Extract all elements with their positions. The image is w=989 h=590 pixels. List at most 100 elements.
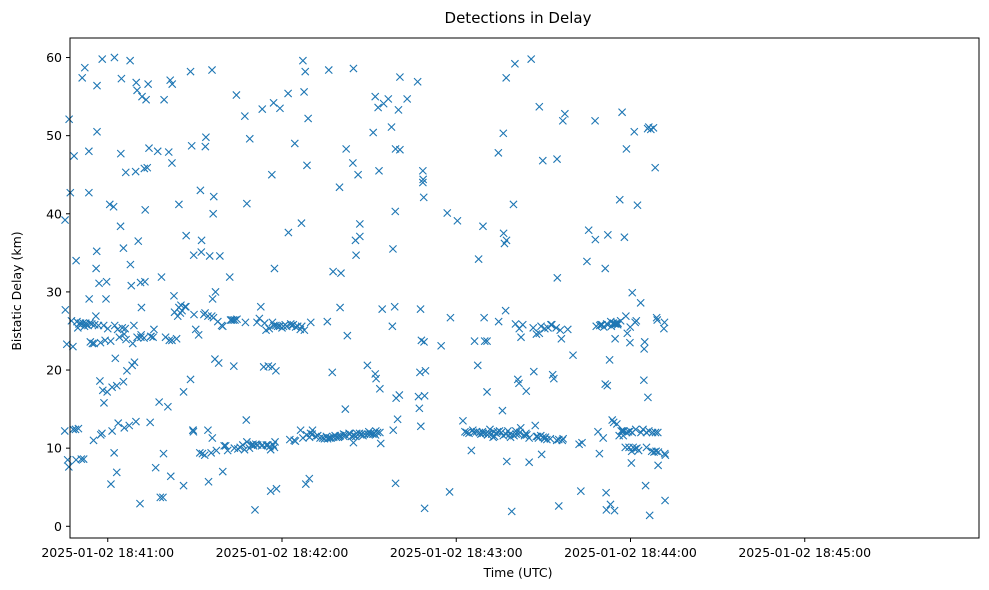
data-point <box>474 255 483 264</box>
data-point <box>507 507 516 516</box>
data-point <box>547 320 556 329</box>
data-point <box>158 493 167 502</box>
data-point <box>610 319 619 328</box>
data-point <box>61 305 70 314</box>
data-point <box>78 73 87 82</box>
data-point <box>110 448 119 457</box>
data-point <box>97 429 106 438</box>
data-point <box>284 228 293 237</box>
data-point <box>651 163 660 172</box>
data-point <box>196 186 205 195</box>
data-point <box>621 312 630 321</box>
data-point <box>323 317 332 326</box>
data-point <box>136 499 144 508</box>
data-point <box>134 237 143 246</box>
data-point <box>214 359 223 367</box>
data-point <box>209 192 218 201</box>
data-point <box>205 251 214 260</box>
data-point <box>335 183 344 192</box>
data-point <box>537 322 546 331</box>
data-point <box>174 200 183 209</box>
data-point <box>189 426 198 435</box>
data-point <box>413 77 422 86</box>
data-point <box>91 312 100 321</box>
data-point <box>630 127 639 136</box>
data-point <box>203 312 212 321</box>
data-point <box>485 425 494 434</box>
data-point <box>636 298 645 307</box>
data-point <box>147 332 156 341</box>
data-point <box>92 247 101 256</box>
data-point <box>578 438 586 447</box>
data-point <box>502 236 511 245</box>
data-point <box>90 339 99 348</box>
data-point <box>531 421 540 430</box>
data-point <box>245 134 254 143</box>
data-point <box>371 92 380 101</box>
data-point <box>502 457 511 466</box>
data-point <box>149 325 158 334</box>
data-point <box>480 337 489 346</box>
data-point <box>128 339 137 348</box>
data-point <box>419 193 428 202</box>
data-point <box>215 251 224 260</box>
data-point <box>208 434 217 442</box>
data-point <box>60 426 69 435</box>
data-point <box>661 496 670 505</box>
data-point <box>617 426 626 435</box>
data-point <box>89 436 98 445</box>
data-point <box>203 426 212 435</box>
data-point <box>300 326 309 335</box>
data-point <box>483 337 492 346</box>
data-point <box>302 161 311 170</box>
data-point <box>102 277 111 286</box>
data-point <box>395 73 404 82</box>
data-point <box>119 377 128 386</box>
data-point <box>166 76 175 85</box>
data-point <box>208 294 217 303</box>
data-point <box>141 205 150 214</box>
data-point <box>146 418 155 427</box>
data-point <box>99 398 108 407</box>
data-point <box>499 229 508 238</box>
data-point <box>149 333 158 342</box>
data-point <box>64 462 73 471</box>
data-point <box>118 323 127 332</box>
data-point <box>525 434 534 442</box>
data-point <box>541 433 550 442</box>
data-point <box>349 438 358 447</box>
data-markers <box>60 53 670 520</box>
data-point <box>593 427 602 436</box>
data-point <box>298 56 307 65</box>
data-point <box>179 387 188 396</box>
y-tick-label: 0 <box>54 519 62 534</box>
data-point <box>189 427 198 436</box>
data-point <box>389 426 398 435</box>
data-point <box>156 493 165 502</box>
data-point <box>190 310 198 319</box>
data-point <box>510 59 519 68</box>
data-point <box>260 319 269 328</box>
data-point <box>505 430 514 439</box>
chart-title: Detections in Delay <box>445 9 592 27</box>
data-point <box>502 73 511 82</box>
data-point <box>265 324 274 333</box>
data-point <box>301 67 310 76</box>
data-point <box>221 441 230 450</box>
data-point <box>242 437 251 446</box>
data-point <box>649 123 658 132</box>
data-point <box>388 244 397 253</box>
data-point <box>108 383 117 392</box>
plot-frame <box>69 37 980 539</box>
data-point <box>634 446 643 455</box>
data-point <box>140 334 149 342</box>
data-point <box>501 306 510 315</box>
data-point <box>390 302 399 311</box>
data-point <box>343 331 352 340</box>
data-point <box>108 426 117 435</box>
data-point <box>291 437 300 446</box>
data-point <box>87 319 96 328</box>
data-point <box>197 236 206 245</box>
data-point <box>112 381 121 390</box>
data-point <box>275 104 284 113</box>
